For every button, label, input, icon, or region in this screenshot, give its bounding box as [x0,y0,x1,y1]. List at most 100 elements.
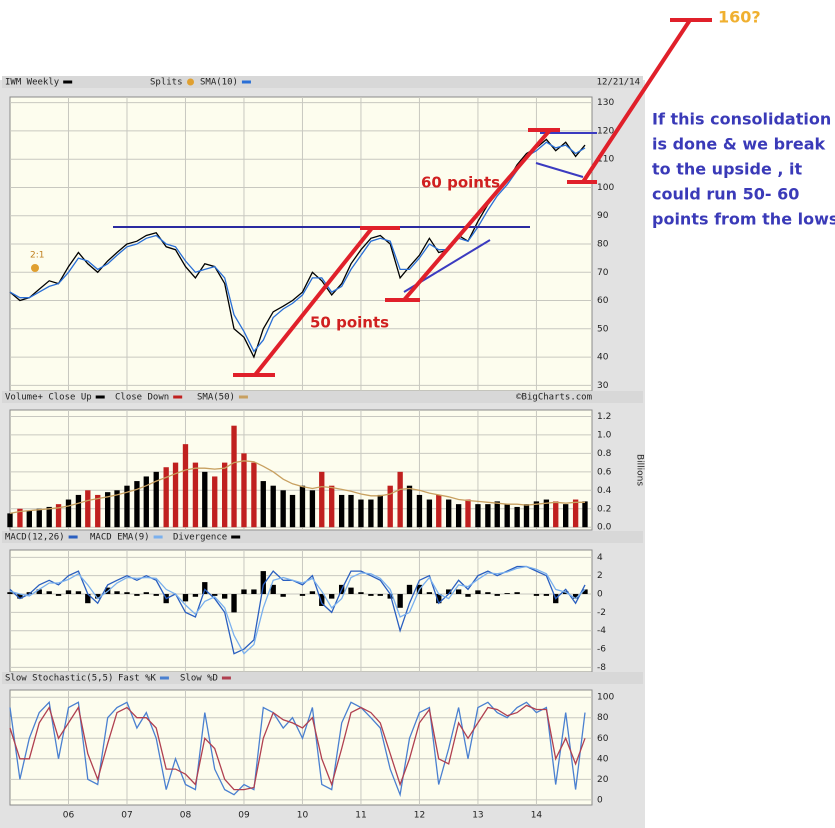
bar [299,594,306,596]
bar [416,494,423,528]
y-tick-label: 50 [597,324,609,334]
bar [251,589,257,595]
legend-label: Close Down [115,393,169,403]
legend-label: SMA(50) [197,393,235,403]
bar [65,590,72,595]
x-tick-label: 14 [531,811,543,821]
x-tick-label: 11 [355,811,366,821]
panel-header [2,531,643,543]
bar [504,504,510,528]
x-tick-label: 07 [121,811,132,821]
bar [426,499,433,528]
bar [514,506,520,528]
arrow-target [581,18,692,184]
bar [533,594,540,596]
move-label: 60 points [421,174,500,192]
bar [241,453,247,528]
target-label: 160? [718,8,761,27]
bar [572,594,579,599]
bar [329,594,335,599]
bar [358,592,364,595]
arrow-60 [402,128,552,302]
note-line: could run 50- 60 [652,185,799,204]
note-line: to the upside , it [652,160,803,179]
legend-label: Splits [150,78,183,88]
bar [475,504,481,528]
y-tick-label: 2 [597,571,603,581]
bar [358,499,364,528]
bar [36,508,42,528]
bar [563,504,569,528]
legend-swatch [153,535,163,539]
legend-label: SMA(10) [200,78,238,88]
y-tick-label: 60 [597,734,609,744]
bar [309,591,316,595]
bar [26,592,32,595]
bar [426,592,433,595]
bar [212,594,218,596]
bar [182,594,189,602]
bar [436,594,442,604]
y-tick-label: 100 [597,183,614,193]
plot-area [9,689,593,806]
bar [348,587,354,595]
bar [475,590,481,595]
bar [406,485,413,528]
bar [124,485,130,528]
series-line [9,460,585,515]
bar [397,471,403,528]
y-tick-label: 100 [597,693,614,703]
bar [124,592,130,595]
bar [241,589,247,595]
legend-label: MACD(12,26) [5,533,65,543]
legend-swatch [238,395,248,399]
series-line [9,565,586,655]
bar [192,462,199,528]
bar [36,589,42,595]
bar [582,501,588,528]
bar [163,467,169,528]
bar [65,499,72,528]
y-tick-label: 80 [597,240,609,250]
bar [494,594,500,596]
panel-header [2,672,643,684]
bar [85,490,91,528]
legend-swatch [187,78,195,86]
bar [270,584,276,595]
y-tick-label: 20 [597,775,609,785]
y-tick-label: 0.4 [597,486,612,496]
bar [7,513,13,528]
note-line: is done & we break [652,135,826,154]
bar [134,481,140,528]
bar [251,462,257,528]
bar [7,592,13,595]
bar [582,589,588,595]
y-tick-label: 0.6 [597,467,612,477]
bar [543,499,550,528]
bar [465,499,471,528]
y-tick-label: 120 [597,126,614,136]
series-line [9,704,586,791]
bar [143,592,149,595]
bar [46,591,52,595]
legend-swatch [95,395,105,399]
bar [572,499,579,528]
bar [221,594,228,599]
bar [46,506,52,528]
y-tick-label: 130 [597,98,614,108]
x-tick-label: 10 [297,811,309,821]
y-tick-label: -4 [597,626,606,636]
bar [387,485,393,528]
header-right: 12/21/14 [597,78,640,88]
y-tick-label: 40 [597,353,609,363]
bar [55,594,62,596]
bar [397,594,403,608]
legend-label: Slow Stochastic(5,5) [5,674,113,684]
bar [309,490,316,528]
bar [523,504,530,528]
bar [95,594,101,599]
y-axis-label: Billions [635,454,645,486]
legend-label: Slow %D [180,674,218,684]
panel-header [2,76,643,88]
